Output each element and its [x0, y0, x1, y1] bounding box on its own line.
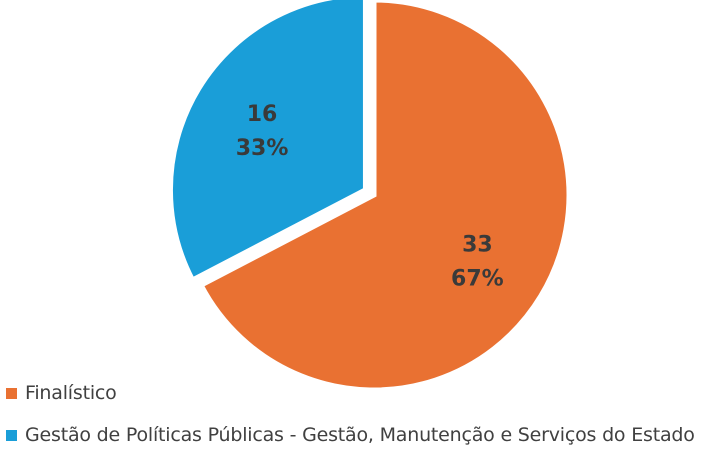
legend-swatch-gestao — [6, 429, 17, 441]
data-label-value-gestao: 16 — [247, 102, 278, 127]
slices-layer — [167, 0, 572, 393]
pie-slice-finalistico — [197, 0, 572, 393]
data-label-value-finalistico: 33 — [462, 233, 493, 258]
legend-swatch-finalistico — [6, 387, 17, 399]
legend-label-finalistico: Finalístico — [25, 382, 117, 404]
legend-item-gestao: Gestão de Políticas Públicas - Gestão, M… — [6, 420, 706, 450]
legend-item-finalistico: Finalístico — [6, 378, 706, 408]
pie-slice-gestao — [167, 0, 368, 284]
data-label-percent-finalistico: 67% — [451, 267, 504, 292]
labels-layer: 33 67% 16 33% — [236, 102, 504, 292]
pie-chart: 33 67% 16 33% — [167, 0, 572, 393]
legend-label-gestao: Gestão de Políticas Públicas - Gestão, M… — [25, 424, 695, 446]
legend: Finalístico Gestão de Políticas Públicas… — [6, 378, 706, 462]
data-label-percent-gestao: 33% — [236, 136, 289, 161]
